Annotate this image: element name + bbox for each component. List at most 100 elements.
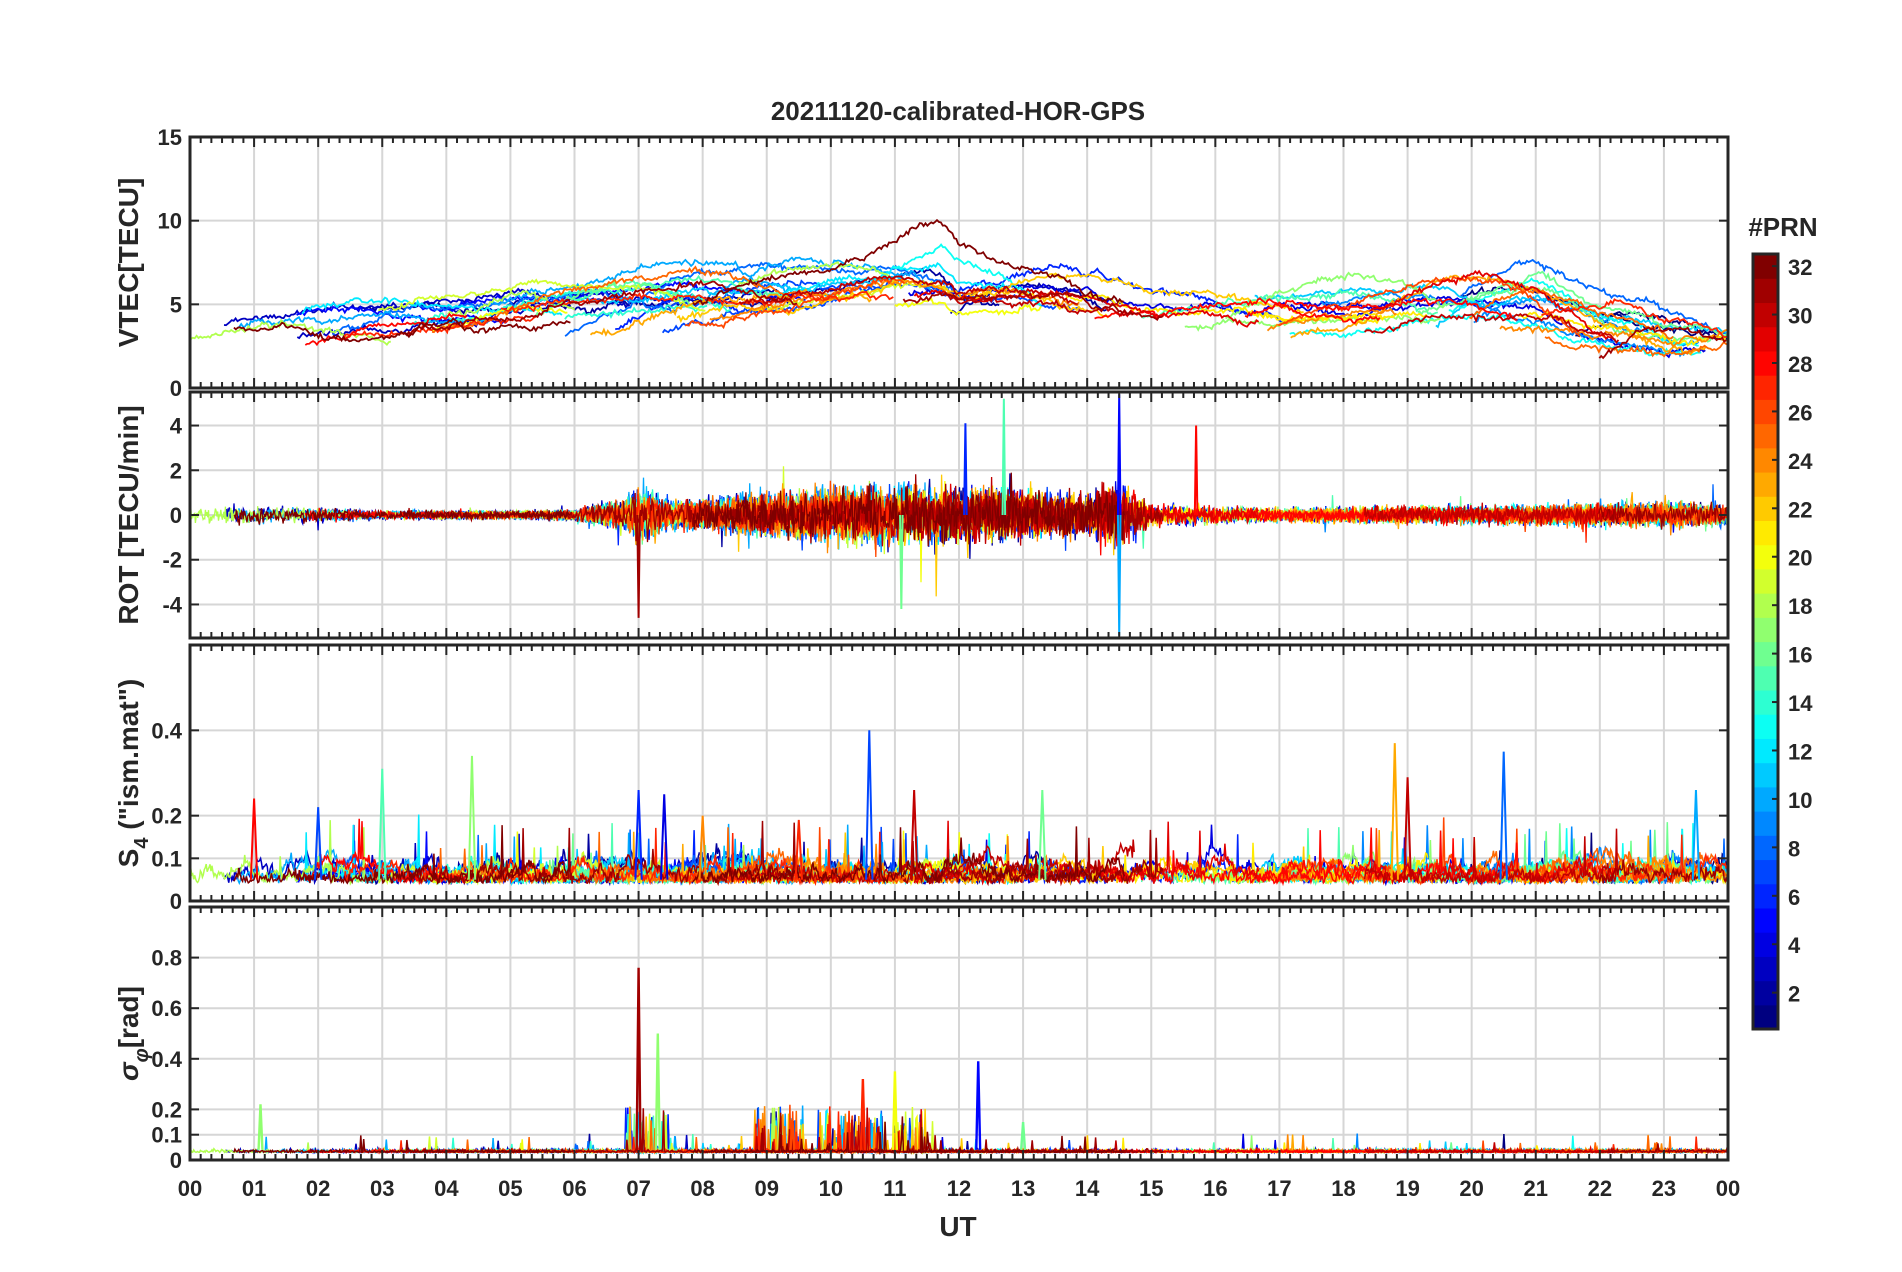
s4-peak xyxy=(794,819,803,880)
vtec-line-prn-25 xyxy=(1544,336,1728,358)
x-tick-label: 21 xyxy=(1524,1176,1548,1201)
y-tick-label: 0.4 xyxy=(151,1047,182,1072)
x-tick-label: 06 xyxy=(562,1176,586,1201)
x-tick-label: 05 xyxy=(498,1176,522,1201)
y-axis-label: σφ[rad] xyxy=(113,986,153,1081)
y-tick-label: -2 xyxy=(162,548,182,573)
colorbar-tick-label: 2 xyxy=(1788,982,1800,1007)
y-tick-label: 0.4 xyxy=(151,718,182,743)
colorbar-swatch xyxy=(1753,665,1778,691)
s4-line-prn-31 xyxy=(1598,859,1728,884)
colorbar-swatch xyxy=(1753,568,1778,594)
y-tick-label: 0 xyxy=(170,889,182,914)
colorbar-swatch xyxy=(1753,859,1778,885)
s4-peak xyxy=(378,768,387,880)
vtec-line-prn-30 xyxy=(1363,312,1620,345)
x-tick-label: 04 xyxy=(434,1176,459,1201)
colorbar-tick-label: 18 xyxy=(1788,594,1812,619)
sigma-line-prn-32 xyxy=(692,1116,1125,1156)
s4-peak xyxy=(1499,751,1508,880)
sigma-phi-peak xyxy=(654,1033,661,1150)
s4-line-prn-30 xyxy=(1363,828,1620,885)
colorbar-tick-label: 16 xyxy=(1788,643,1812,668)
vtec-series xyxy=(190,218,1728,360)
y-tick-label: 0.8 xyxy=(151,946,182,971)
vtec-line-prn-27 xyxy=(500,290,894,314)
colorbar-tick-label: 28 xyxy=(1788,352,1812,377)
rot-line-prn-32 xyxy=(233,507,571,526)
colorbar-tick-label: 22 xyxy=(1788,497,1812,522)
rot-line-prn-30 xyxy=(1363,502,1620,528)
colorbar-swatch xyxy=(1753,423,1778,449)
s4-line-prn-28 xyxy=(1244,827,1381,885)
y-axis-label: S4 ("ism.mat") xyxy=(113,679,153,868)
x-tick-label: 15 xyxy=(1139,1176,1163,1201)
colorbar-swatch xyxy=(1753,471,1778,497)
s4-peak xyxy=(865,730,874,880)
s4-peak xyxy=(467,755,477,880)
vtec-line-prn-28 xyxy=(1244,301,1381,325)
x-tick-label: 01 xyxy=(242,1176,266,1201)
sigma-phi-peak xyxy=(635,967,642,1150)
x-tick-label: 00 xyxy=(178,1176,202,1201)
y-tick-label: 0.2 xyxy=(151,804,182,829)
vtec-line-prn-14 xyxy=(411,282,732,326)
y-tick-label: 5 xyxy=(170,292,182,317)
y-axis-label: VTEC[TECU] xyxy=(113,178,144,348)
vtec-line-prn-23 xyxy=(589,288,872,337)
colorbar-swatch xyxy=(1753,762,1778,788)
s4-peak xyxy=(909,790,919,880)
vtec-line-prn-10 xyxy=(490,258,836,307)
colorbar-tick-label: 32 xyxy=(1788,255,1812,280)
y-tick-label: 0.2 xyxy=(151,1097,182,1122)
rot-line-prn-31 xyxy=(402,492,799,543)
rot-spike xyxy=(1193,425,1199,516)
colorbar-swatch xyxy=(1753,956,1778,982)
x-tick-label: 12 xyxy=(947,1176,971,1201)
colorbar-title: #PRN xyxy=(1748,212,1817,242)
vtec-panel: 0 5 10 15 VTEC[TECU] xyxy=(113,125,1730,401)
x-tick-label: 09 xyxy=(755,1176,779,1201)
colorbar-tick-label: 6 xyxy=(1788,885,1800,910)
vtec-line-prn-18 xyxy=(737,260,899,288)
vtec-line-prn-29 xyxy=(1369,269,1616,341)
vtec-line-prn-25 xyxy=(1469,287,1674,340)
vtec-line-prn-5 xyxy=(296,305,507,324)
colorbar-tick-label: 10 xyxy=(1788,788,1812,813)
vtec-line-prn-17 xyxy=(1184,313,1441,332)
vtec-line-prn-23 xyxy=(1290,274,1707,356)
sigma-phi-peak xyxy=(891,1071,899,1150)
vtec-line-prn-31 xyxy=(902,290,1164,322)
x-tick-label: 10 xyxy=(819,1176,843,1201)
sigma-line-prn-32 xyxy=(233,1135,572,1155)
x-tick-label: 22 xyxy=(1588,1176,1612,1201)
vtec-line-prn-6 xyxy=(950,262,1287,325)
x-tick-label: 14 xyxy=(1075,1176,1100,1201)
s4-line-prn-32 xyxy=(692,826,1126,885)
s4-peak xyxy=(1038,790,1047,880)
x-tick-label: 20 xyxy=(1459,1176,1483,1201)
vtec-line-prn-22 xyxy=(972,272,1304,315)
rot-panel: -4 -2 0 2 4 ROT [TECU/min] xyxy=(113,390,1730,640)
vtec-line-prn-26 xyxy=(1278,275,1581,338)
x-tick-label: 19 xyxy=(1395,1176,1419,1201)
x-tick-label: 17 xyxy=(1267,1176,1291,1201)
vtec-line-prn-8 xyxy=(1460,258,1728,337)
s4-peak xyxy=(1390,743,1399,880)
y-tick-label: 0 xyxy=(170,503,182,528)
x-tick-labels: 00 01 02 03 04 05 06 07 08 09 10 11 12 13 14 15 16 17 18 19… xyxy=(178,1176,1740,1201)
colorbar-tick-label: 26 xyxy=(1788,400,1812,425)
vtec-line-prn-27 xyxy=(1541,298,1728,338)
colorbar-frame xyxy=(1751,252,1780,1031)
vtec-line-prn-14 xyxy=(564,304,708,320)
sigma-phi-peak xyxy=(1019,1121,1027,1150)
vtec-line-prn-8 xyxy=(564,261,966,337)
s4-peak xyxy=(313,807,323,880)
x-tick-label: 11 xyxy=(883,1176,906,1201)
y-tick-label: 0.1 xyxy=(151,1123,182,1148)
rot-spike xyxy=(899,514,904,609)
colorbar-swatch xyxy=(1753,1004,1778,1030)
colorbar-swatch xyxy=(1753,811,1778,836)
y-tick-label: 0.6 xyxy=(151,996,182,1021)
